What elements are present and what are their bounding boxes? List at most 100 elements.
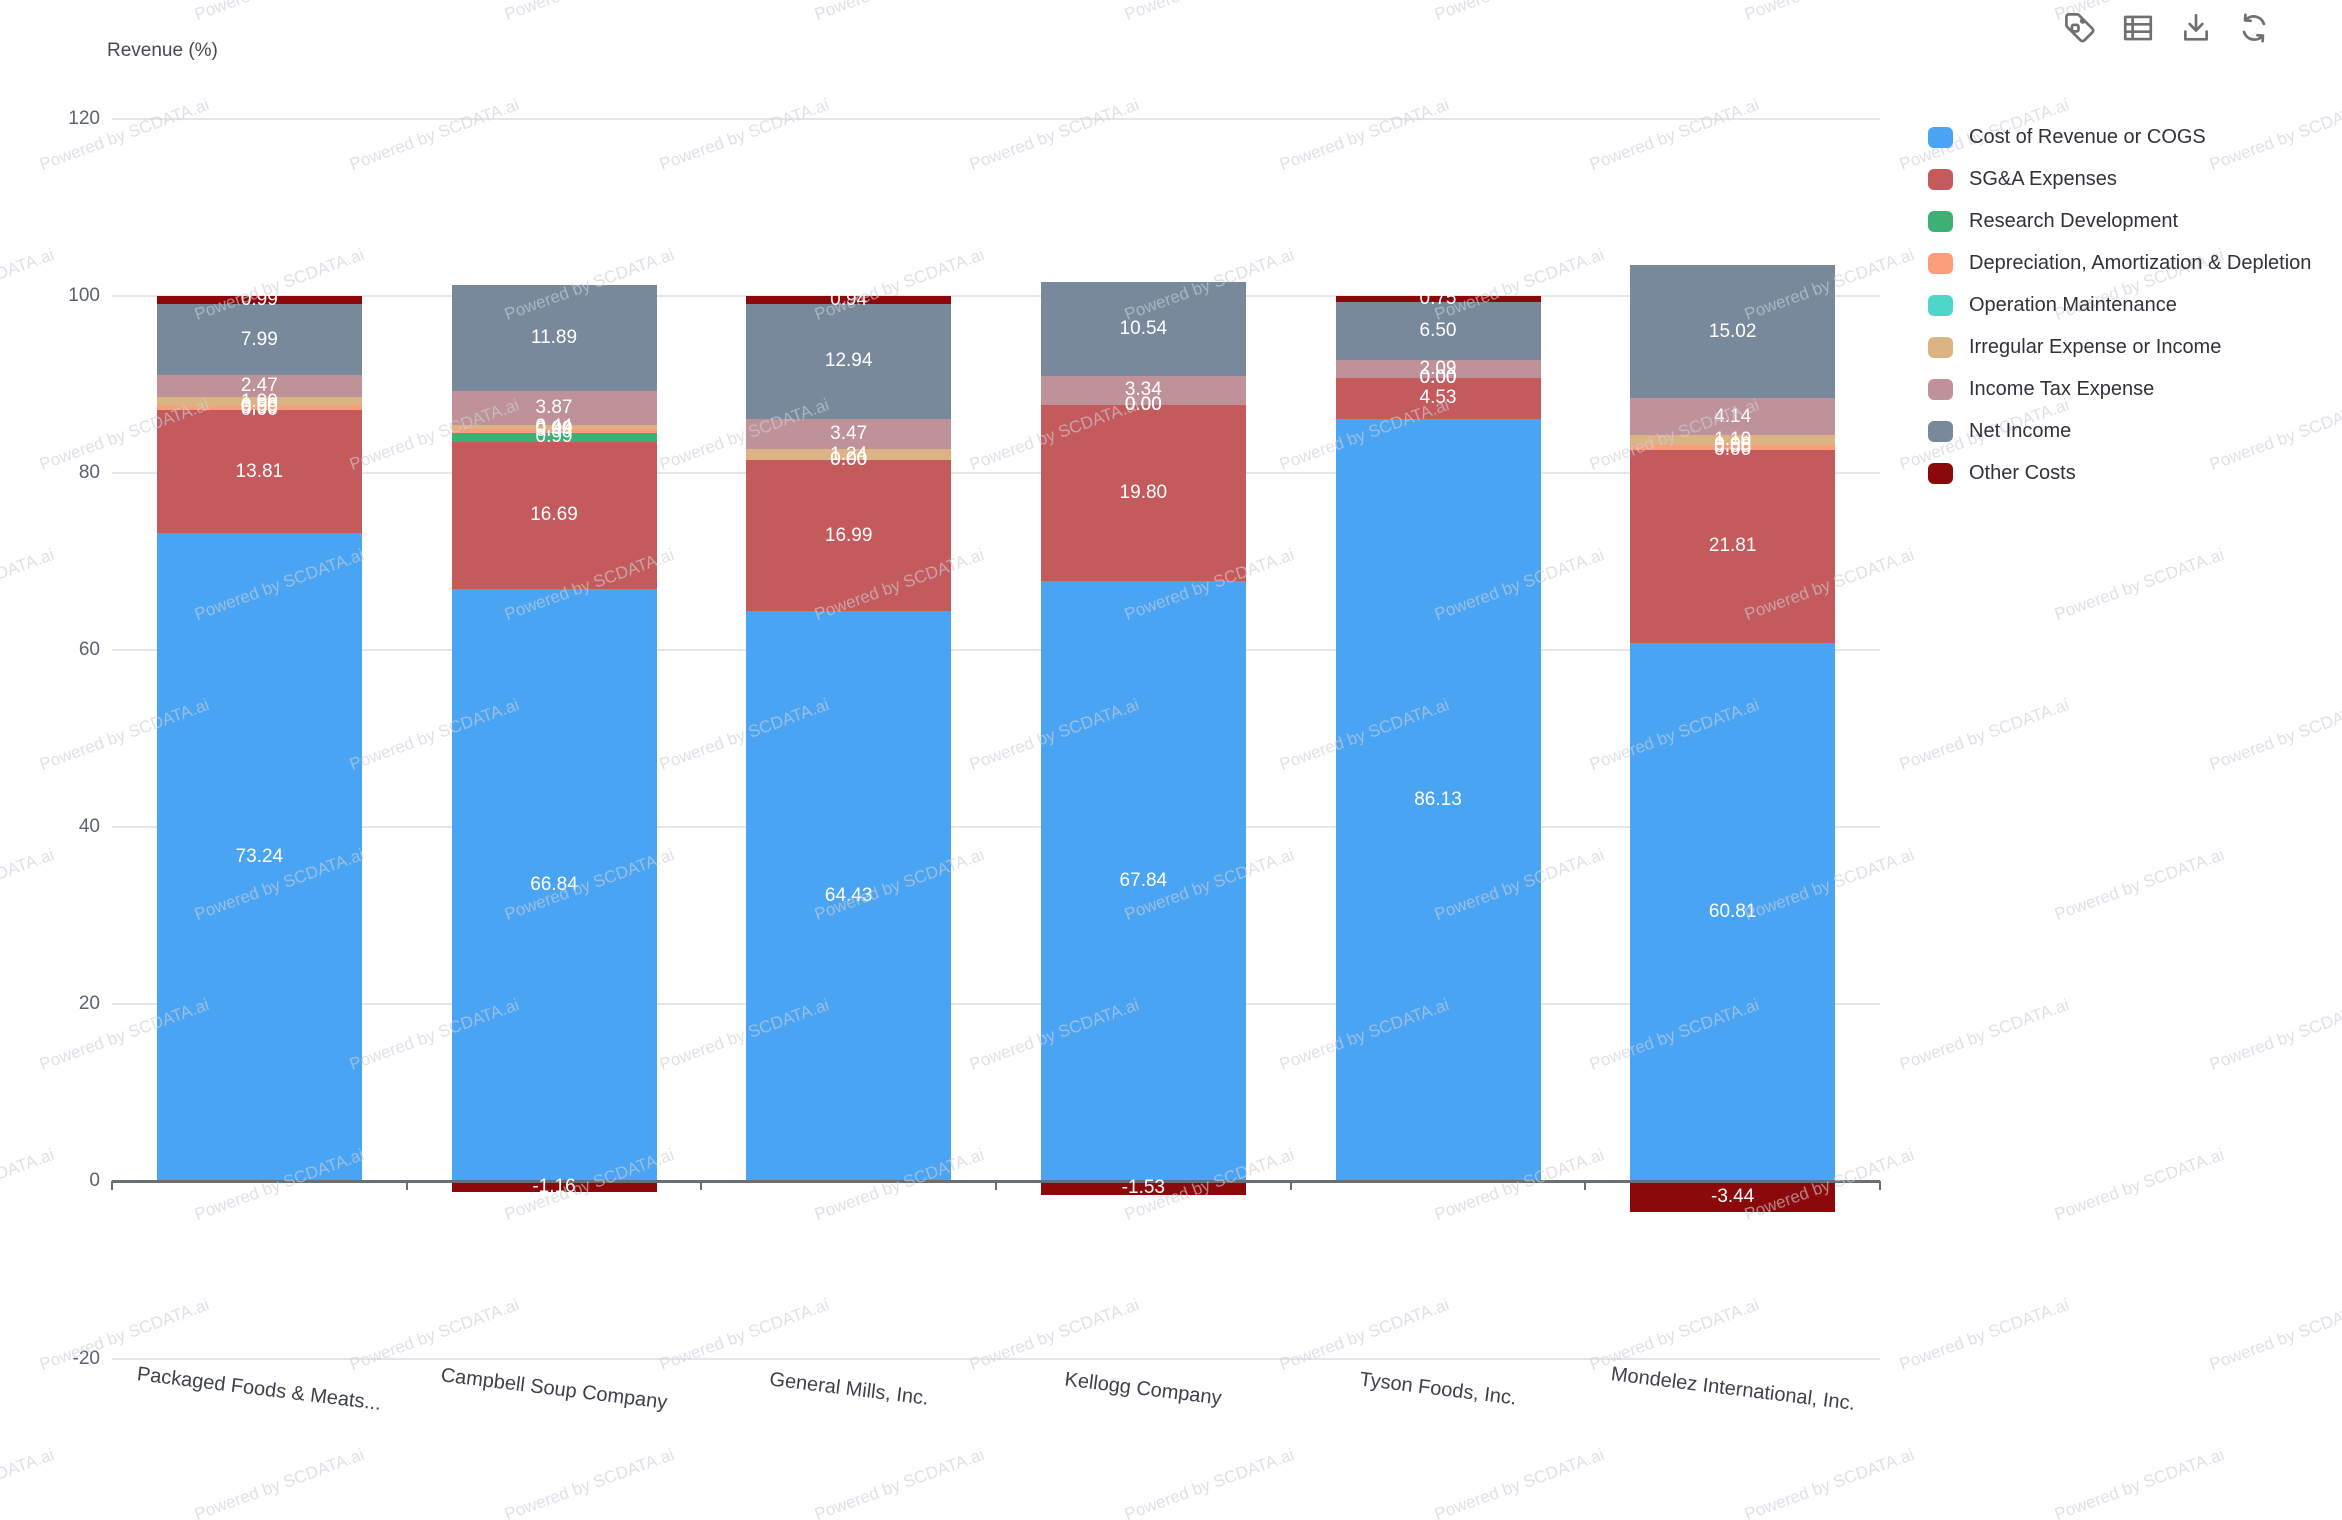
legend-item-0[interactable]: Cost of Revenue or COGS: [1928, 126, 2311, 149]
bar-segment[interactable]: [746, 303, 952, 419]
bar-value-label: 6.50: [1419, 320, 1457, 342]
bar-segment[interactable]: [1630, 642, 1836, 1182]
bar-value-label: 0.00: [1124, 394, 1162, 416]
watermark-text: Powered by SCDATA.ai: [966, 1295, 1142, 1375]
watermark-text: Powered by SCDATA.ai: [1122, 0, 1297, 25]
watermark-text: Powered by SCDATA.ai: [346, 1295, 522, 1375]
bar-segment[interactable]: [1335, 378, 1541, 419]
legend-item-3[interactable]: Depreciation, Amortization & Depletion: [1928, 252, 2311, 275]
watermark-text: Powered by SCDATA.ai: [1276, 1295, 1452, 1375]
legend-item-7[interactable]: Net Income: [1928, 420, 2311, 443]
bar-value-label: 7.99: [240, 328, 278, 350]
watermark-text: Powered by SCDATA.ai: [1741, 1445, 1917, 1520]
bar-segment[interactable]: [451, 432, 657, 442]
bar-segment[interactable]: [1040, 405, 1246, 581]
legend-swatch: [1928, 379, 1953, 400]
bar-value-label: 19.80: [1119, 481, 1168, 503]
watermark-text: Powered by SCDATA.ai: [1586, 95, 1762, 175]
bar-segment[interactable]: [1630, 1181, 1836, 1212]
bar-value-label: 0.00: [1124, 394, 1162, 416]
gridline-20: [112, 1003, 1880, 1006]
bar-segment[interactable]: [156, 405, 362, 411]
bar-value-label: 0.75: [1419, 288, 1457, 310]
bar-segment[interactable]: [156, 397, 362, 406]
x-category-label: Campbell Soup Company: [439, 1364, 669, 1414]
tag-icon: [2065, 13, 2095, 43]
legend-item-8[interactable]: Other Costs: [1928, 462, 2311, 485]
bar-segment[interactable]: [156, 375, 362, 398]
bar-segment[interactable]: [156, 532, 362, 1182]
bar-segment[interactable]: [1040, 580, 1246, 1182]
bar-segment[interactable]: [156, 304, 362, 376]
bar-value-label: 0.00: [830, 449, 868, 471]
bar-segment[interactable]: [1335, 302, 1541, 360]
bar-segment[interactable]: [1630, 398, 1836, 435]
legend-item-6[interactable]: Income Tax Expense: [1928, 378, 2311, 401]
bar-value-label: 0.00: [240, 394, 278, 416]
gridline-40: [112, 826, 1880, 829]
bar-segment[interactable]: [1630, 444, 1836, 450]
tag-button[interactable]: [2062, 10, 2098, 46]
y-tick-label: 120: [68, 107, 100, 129]
y-tick-label: 40: [78, 816, 100, 838]
watermark-text: Powered by SCDATA.ai: [0, 545, 57, 624]
bar-value-label: 4.14: [1714, 405, 1752, 427]
bar-segment[interactable]: [1335, 359, 1541, 379]
legend-swatch: [1928, 211, 1953, 232]
watermark-text: Powered by SCDATA.ai: [812, 0, 987, 25]
bar-segment[interactable]: [451, 390, 657, 425]
gridline-80: [112, 471, 1880, 474]
bar-value-label: 0.00: [1419, 367, 1457, 389]
bar-segment[interactable]: [451, 285, 657, 391]
download-icon: [2184, 13, 2208, 41]
legend-swatch: [1928, 127, 1953, 148]
bar-segment[interactable]: [1630, 434, 1836, 445]
watermark-text: Powered by SCDATA.ai: [656, 95, 832, 175]
bar-segment[interactable]: [451, 428, 657, 433]
watermark-text: Powered by SCDATA.ai: [1121, 1445, 1297, 1520]
bar-segment[interactable]: [1335, 418, 1541, 1182]
legend-item-4[interactable]: Operation Maintenance: [1928, 294, 2311, 317]
bar-segment[interactable]: [1630, 265, 1836, 399]
bar-segment[interactable]: [451, 441, 657, 590]
bar-value-label: 0.99: [535, 426, 573, 448]
bar-value-label: 0.00: [830, 449, 868, 471]
bar-segment[interactable]: [1040, 375, 1246, 406]
legend-swatch: [1928, 253, 1953, 274]
bar-value-label: 16.69: [530, 504, 578, 526]
bar-value-label: 0.00: [1419, 367, 1457, 389]
bar-segment[interactable]: [746, 610, 952, 1182]
bar-segment[interactable]: [1630, 449, 1836, 643]
legend-swatch: [1928, 421, 1953, 442]
refresh-button[interactable]: [2236, 10, 2272, 46]
bar-segment[interactable]: [1040, 282, 1246, 376]
watermark-text: Powered by SCDATA.ai: [2051, 1145, 2227, 1225]
bar-segment[interactable]: [746, 460, 952, 611]
legend-label: Research Development: [1969, 210, 2178, 232]
bar-segment[interactable]: [1335, 295, 1541, 303]
bar-segment[interactable]: [746, 418, 952, 450]
bar-segment[interactable]: [451, 425, 657, 429]
bar-segment[interactable]: [451, 589, 657, 1182]
table-view-button[interactable]: [2120, 10, 2156, 46]
y-tick-label: 20: [78, 993, 100, 1015]
legend-item-1[interactable]: SG&A Expenses: [1928, 168, 2311, 191]
legend-swatch: [1928, 463, 1953, 484]
bar-segment[interactable]: [451, 1181, 657, 1192]
x-category-label: Packaged Foods & Meats...: [136, 1363, 383, 1415]
legend-item-2[interactable]: Research Development: [1928, 210, 2311, 233]
bar-segment[interactable]: [156, 295, 362, 305]
bar-segment[interactable]: [1040, 1181, 1246, 1195]
bar-value-label: 1.00: [240, 390, 278, 412]
bar-segment[interactable]: [746, 295, 952, 304]
watermark-text: Powered by SCDATA.ai: [1896, 695, 2072, 775]
x-axis-tick: [700, 1181, 703, 1191]
x-axis-tick: [111, 1181, 113, 1191]
bar-value-label: 3.87: [535, 396, 573, 418]
bar-segment[interactable]: [746, 449, 952, 461]
gridline--20: [112, 1357, 1880, 1360]
bar-segment[interactable]: [156, 410, 362, 533]
download-button[interactable]: [2178, 10, 2214, 46]
legend-item-5[interactable]: Irregular Expense or Income: [1928, 336, 2311, 359]
